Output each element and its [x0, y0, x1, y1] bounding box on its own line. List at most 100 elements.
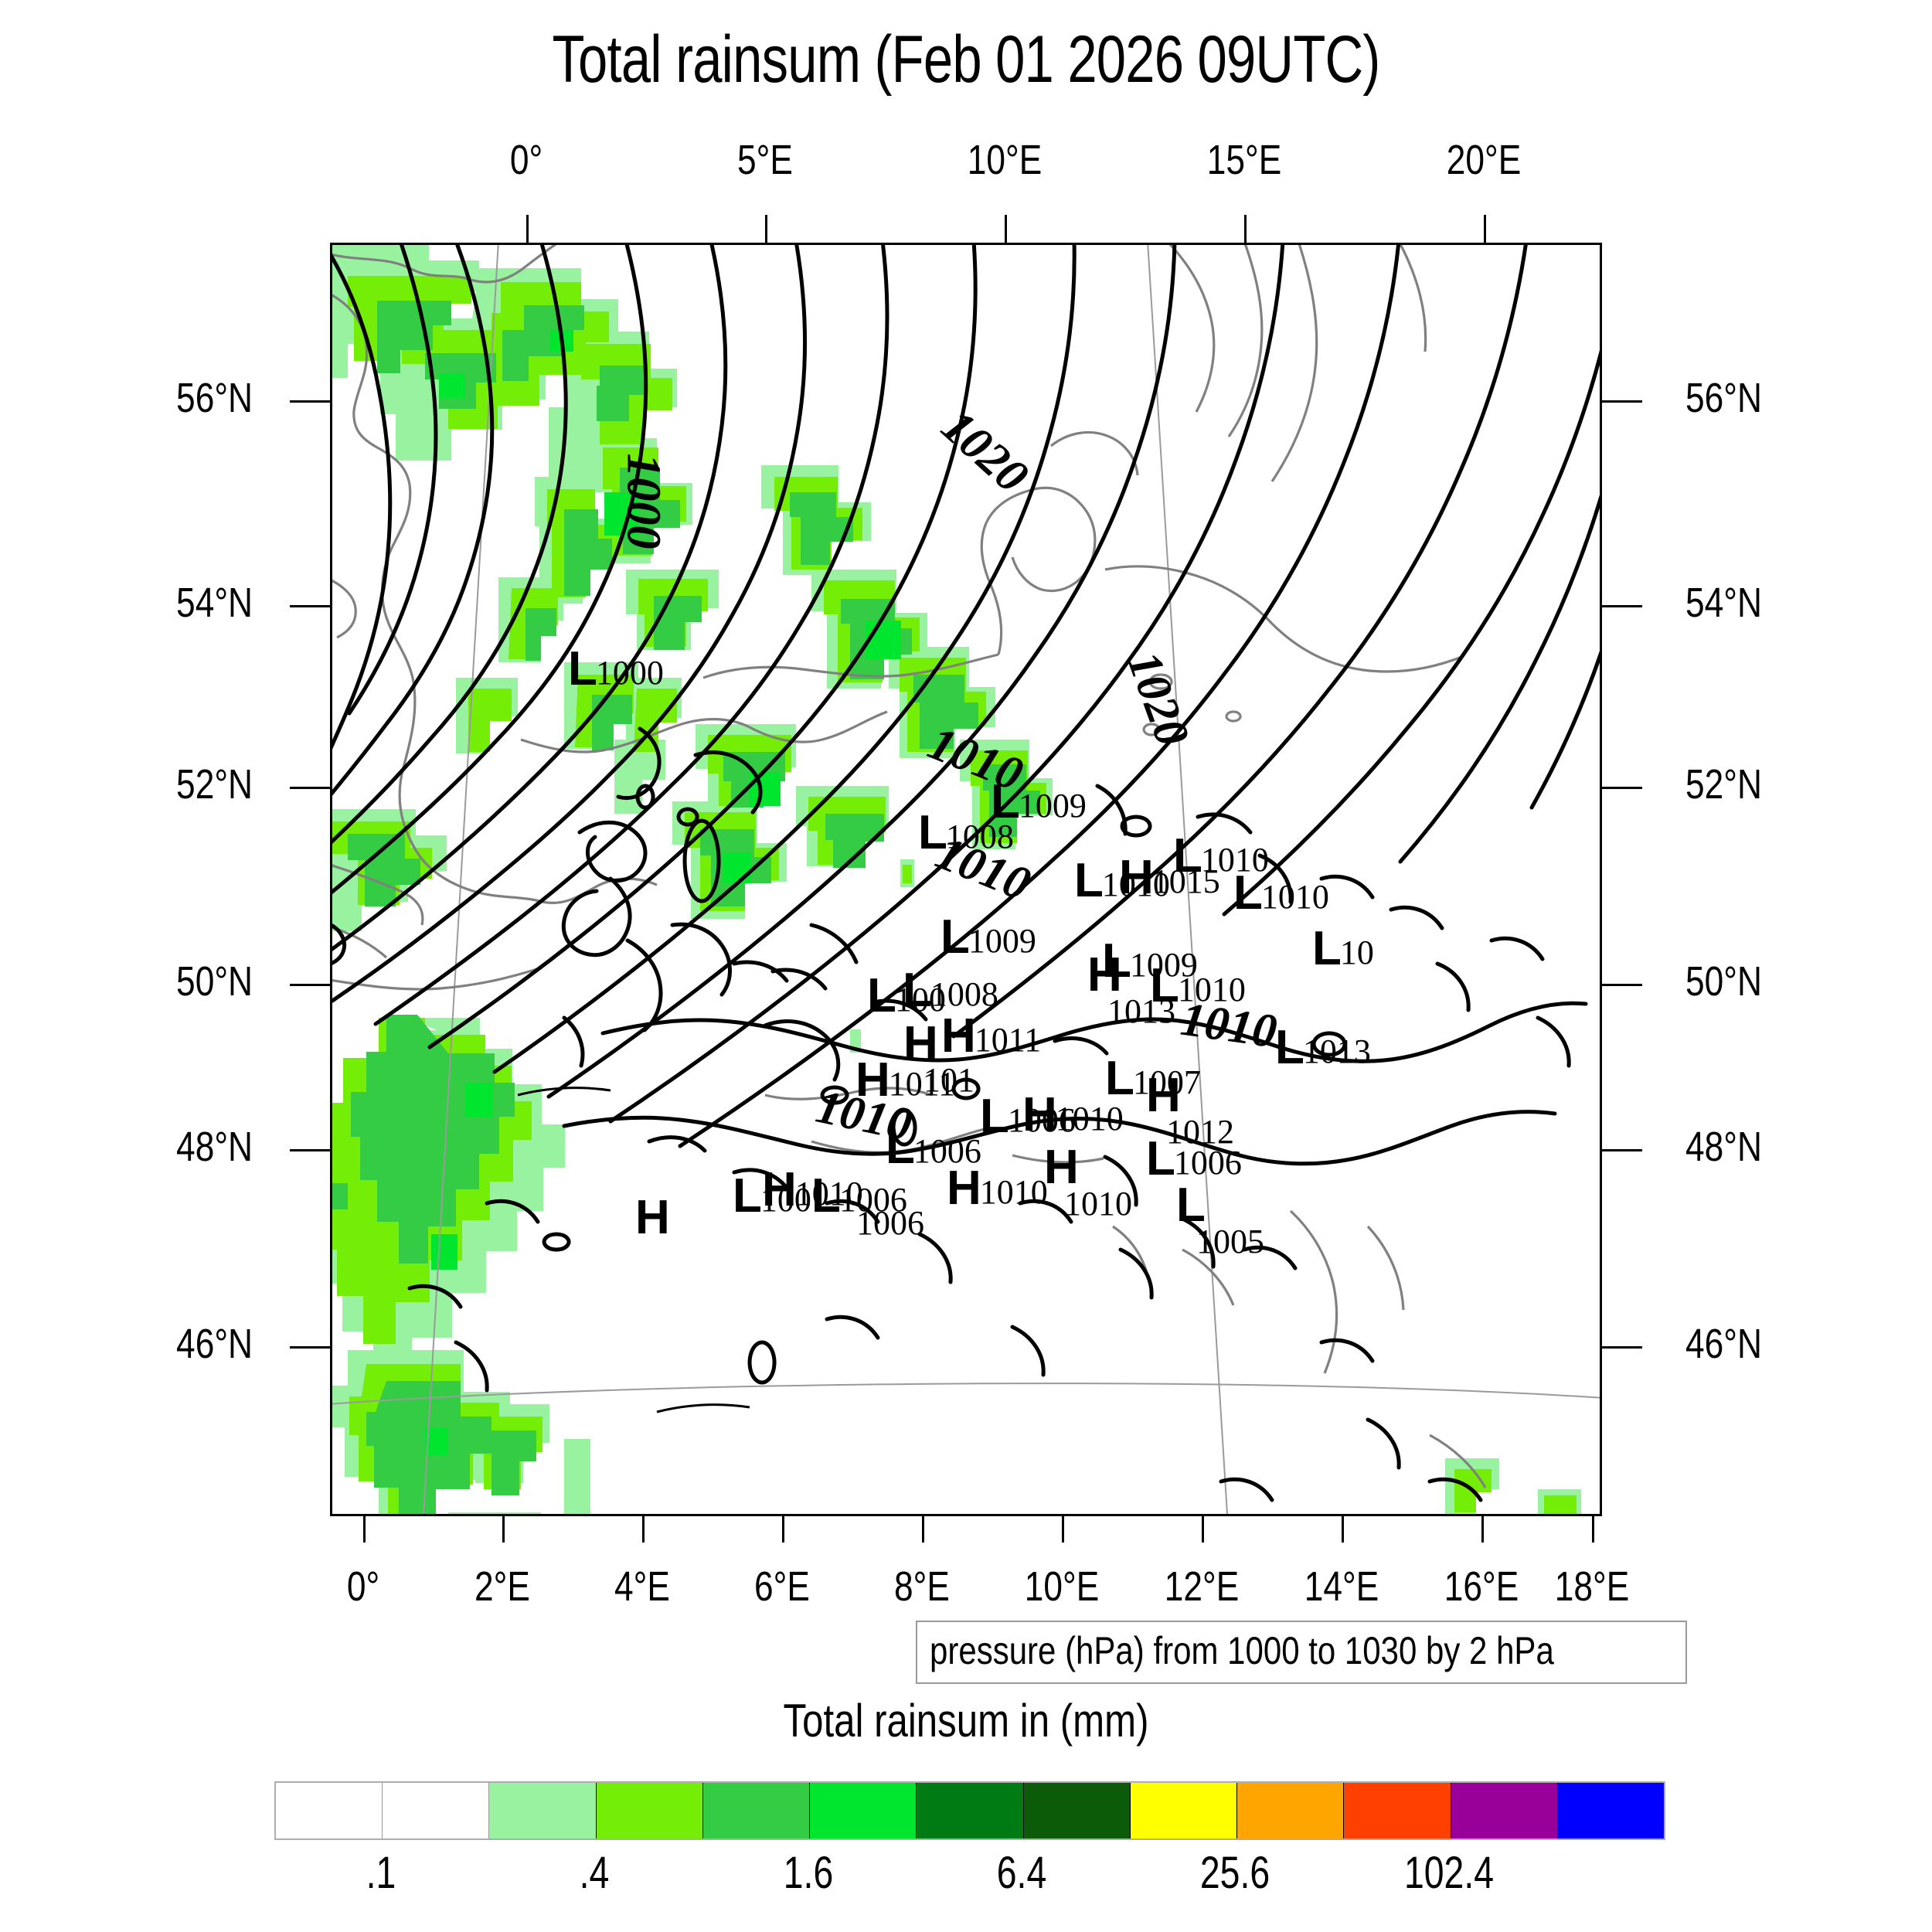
- lat-label-left-0: 56°N: [176, 375, 253, 421]
- colorbar-cell-9[interactable]: [1237, 1783, 1345, 1838]
- lon-tick-bottom-0: [363, 1516, 366, 1543]
- high-pressure-marker: H: [635, 1194, 670, 1242]
- pressure-value: 1013: [1302, 1032, 1371, 1070]
- colorbar-cell-4[interactable]: [702, 1783, 811, 1838]
- colorbar-cell-7[interactable]: [1023, 1783, 1131, 1838]
- pressure-value: 1009: [1129, 946, 1198, 984]
- pressure-symbol: L: [1275, 1021, 1304, 1074]
- pressure-symbol: H: [762, 1163, 797, 1216]
- colorbar-tick-5: 102.4: [1403, 1848, 1494, 1898]
- lat-label-right-0: 56°N: [1685, 375, 1762, 421]
- high-pressure-marker: H 101: [903, 1020, 975, 1102]
- lat-tick-left-4: [290, 1149, 330, 1151]
- pressure-symbol: L: [1173, 829, 1202, 883]
- colorbar-cell-12[interactable]: [1557, 1783, 1665, 1838]
- pressure-symbol: L: [1105, 1052, 1134, 1105]
- pressure-value: 1013: [1107, 992, 1175, 1030]
- colorbar-cell-6[interactable]: [917, 1783, 1024, 1838]
- pressure-value: 1009: [968, 922, 1036, 960]
- lon-label-bottom-4: 8°E: [894, 1563, 950, 1610]
- isobar-label: 1000: [617, 453, 670, 549]
- colorbar-cell-3[interactable]: [596, 1783, 703, 1838]
- low-pressure-marker: L1006: [980, 1093, 1077, 1141]
- precipitation-shading: [332, 245, 1581, 1514]
- pressure-value: 1011: [974, 1021, 1042, 1059]
- lon-label-bottom-6: 12°E: [1164, 1563, 1240, 1610]
- secondary-contours: [517, 1087, 750, 1413]
- pressure-value: 1010: [794, 1175, 863, 1213]
- pressure-symbol: H: [1146, 1069, 1181, 1122]
- pressure-symbol: L: [811, 1169, 841, 1223]
- pressure-symbol: L: [886, 1121, 915, 1174]
- page-title: Total rainsum (Feb 01 2026 09UTC): [552, 22, 1380, 97]
- colorbar-cell-1[interactable]: [383, 1783, 490, 1838]
- pressure-value: 1008: [945, 818, 1014, 855]
- lon-tick-bottom-1: [502, 1516, 505, 1543]
- low-pressure-marker: L1006: [811, 1172, 909, 1220]
- pressure-value: 1015: [1151, 862, 1220, 900]
- high-pressure-marker: H1011: [941, 1012, 1043, 1060]
- lon-tick-bottom-2: [642, 1516, 645, 1543]
- low-pressure-marker: L1010: [1173, 832, 1270, 880]
- pressure-value: 1006: [838, 1181, 907, 1219]
- pressure-symbol: L: [1176, 1179, 1206, 1232]
- colorbar-cell-0[interactable]: [276, 1783, 383, 1838]
- pressure-value: 10: [1339, 934, 1374, 971]
- pressure-symbol: H: [855, 1053, 890, 1107]
- lon-tick-top-2: [1005, 215, 1007, 243]
- colorbar-cell-5[interactable]: [810, 1783, 917, 1838]
- pressure-value: 101: [923, 1061, 975, 1099]
- low-pressure-marker: L1008: [903, 967, 1000, 1015]
- low-pressure-marker: L1013: [1275, 1024, 1372, 1072]
- pressure-value: 100: [894, 981, 946, 1019]
- map-plot-area[interactable]: 1020 1000 1020 1010 1010 1010 1010 L1000…: [330, 243, 1602, 1516]
- colorbar-cell-2[interactable]: [489, 1783, 597, 1838]
- lon-label-top-1: 5°E: [737, 137, 793, 183]
- lat-tick-right-1: [1602, 605, 1642, 607]
- lat-label-left-2: 52°N: [176, 761, 253, 808]
- colorbar-cell-8[interactable]: [1130, 1783, 1238, 1838]
- lat-label-left-4: 48°N: [176, 1124, 253, 1170]
- low-pressure-marker: L1006: [886, 1124, 983, 1172]
- colorbar-title: Total rainsum in (mm): [783, 1695, 1149, 1747]
- pressure-symbol: L: [991, 775, 1020, 828]
- colorbar-tick-1: .4: [580, 1848, 610, 1898]
- pressure-symbol: H: [1087, 948, 1122, 1002]
- lat-label-right-3: 50°N: [1685, 958, 1762, 1005]
- low-pressure-marker: L1009: [1102, 937, 1199, 985]
- low-pressure-marker: L1010: [1074, 857, 1172, 905]
- isobars: [332, 245, 1600, 1502]
- pressure-value: 1006: [856, 1204, 924, 1242]
- colorbar-cell-10[interactable]: [1344, 1783, 1451, 1838]
- lat-tick-left-5: [290, 1346, 330, 1349]
- graticule: [332, 245, 1600, 1514]
- lat-label-right-5: 46°N: [1685, 1321, 1762, 1367]
- low-pressure-marker: L100: [867, 972, 947, 1020]
- lon-label-bottom-1: 2°E: [474, 1563, 530, 1610]
- lon-label-bottom-0: 0°: [346, 1563, 380, 1610]
- lon-label-bottom-3: 6°E: [754, 1563, 810, 1610]
- low-pressure-marker: L1006: [1146, 1135, 1243, 1183]
- lat-label-right-1: 54°N: [1685, 580, 1762, 626]
- lon-tick-bottom-5: [1062, 1516, 1064, 1543]
- pressure-symbol: L: [1312, 922, 1342, 975]
- colorbar-tick-0: .1: [366, 1848, 396, 1898]
- colorbar-cell-11[interactable]: [1451, 1783, 1558, 1838]
- pressure-symbol: L: [940, 910, 970, 964]
- pressure-symbol: L: [568, 642, 597, 696]
- lat-tick-right-0: [1602, 400, 1642, 403]
- pressure-symbol: L: [918, 806, 947, 859]
- pressure-value: 1012: [1166, 1113, 1234, 1151]
- lon-tick-bottom-4: [922, 1516, 924, 1543]
- lat-tick-left-0: [290, 400, 330, 403]
- low-pressure-marker: L10: [1312, 925, 1376, 973]
- high-pressure-marker: H 1012: [1146, 1069, 1234, 1154]
- pressure-value: 1010: [1260, 878, 1329, 916]
- low-pressure-marker: L1000: [568, 645, 665, 693]
- colorbar-tick-4: 25.6: [1200, 1848, 1270, 1898]
- pressure-value: 1000: [595, 654, 664, 692]
- pressure-symbol: H: [1022, 1088, 1057, 1141]
- lon-label-bottom-7: 14°E: [1304, 1563, 1379, 1610]
- pressure-value: 1008: [930, 975, 998, 1013]
- colorbar[interactable]: [274, 1781, 1665, 1840]
